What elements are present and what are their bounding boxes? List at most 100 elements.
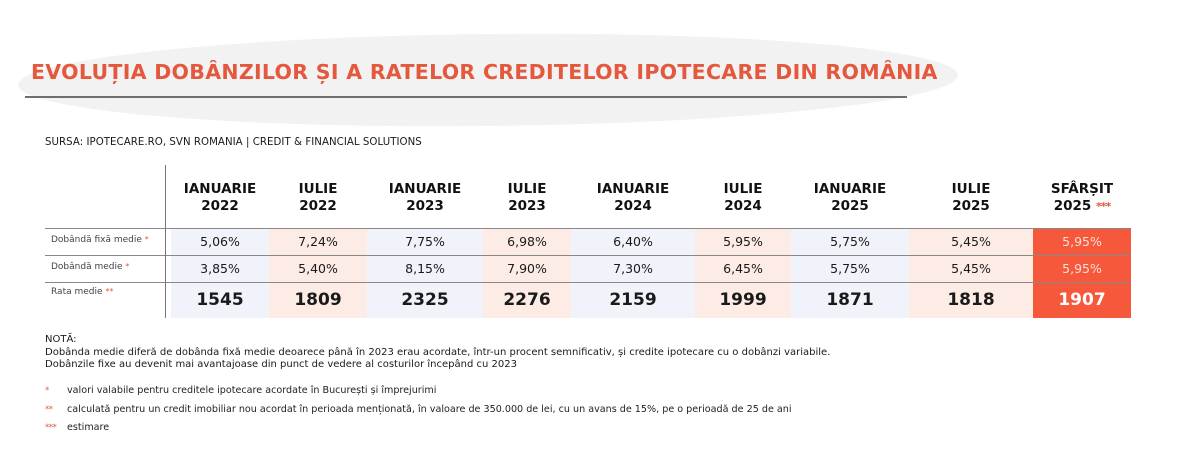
column-month: IANUARIE xyxy=(388,181,462,197)
column-header: IULIE 2022 xyxy=(269,181,367,215)
column-month: IANUARIE xyxy=(183,181,257,197)
column-iulie-2023: IULIE 2023 6,98% 7,90% 2276 xyxy=(483,165,571,318)
footnote-marker: * xyxy=(45,386,49,396)
row-label-avg-rate: Dobândă medie * xyxy=(51,262,129,272)
row-divider xyxy=(45,228,1131,229)
row-label-fixed-rate: Dobândă fixă medie * xyxy=(51,235,149,245)
note-line: Dobânzile fixe au devenit mai avantajoas… xyxy=(45,359,517,370)
column-sfarsit-2025: SFÂRȘIT 2025 *** 5,95% 5,95% 1907 xyxy=(1033,165,1131,318)
row-label-text: Rata medie xyxy=(51,287,103,297)
cell-fixed-rate: 5,75% xyxy=(830,234,870,249)
cell-avg-rate: 5,75% xyxy=(830,261,870,276)
cell-avg-installment: 1907 xyxy=(1058,290,1106,310)
column-background xyxy=(367,228,483,318)
footnote-marker: ** xyxy=(45,405,53,415)
cell-avg-installment: 1818 xyxy=(947,290,995,310)
column-month: IULIE xyxy=(298,181,338,197)
column-ianuarie-2025: IANUARIE 2025 5,75% 5,75% 1871 xyxy=(791,165,909,318)
estimate-marker: *** xyxy=(1096,200,1111,213)
cell-fixed-rate: 5,95% xyxy=(723,234,763,249)
column-year: 2025 xyxy=(831,198,869,214)
column-background xyxy=(171,228,269,318)
column-month: IANUARIE xyxy=(596,181,670,197)
footnote-item: * valori valabile pentru creditele ipotec… xyxy=(45,385,436,396)
column-year: 2024 xyxy=(724,198,762,214)
column-ianuarie-2024: IANUARIE 2024 6,40% 7,30% 2159 xyxy=(571,165,695,318)
column-background xyxy=(483,228,571,318)
column-header: IANUARIE 2025 xyxy=(791,181,909,215)
footnote-text: valori valabile pentru creditele ipoteca… xyxy=(67,385,437,396)
cell-fixed-rate: 5,95% xyxy=(1062,234,1102,249)
title-underline xyxy=(25,96,907,98)
cell-avg-rate: 5,40% xyxy=(298,261,338,276)
row-divider xyxy=(45,255,1131,256)
column-iulie-2025: IULIE 2025 5,45% 5,45% 1818 xyxy=(909,165,1033,318)
column-ianuarie-2022: IANUARIE 2022 5,06% 3,85% 1545 xyxy=(171,165,269,318)
column-header: IANUARIE 2024 xyxy=(571,181,695,215)
cell-avg-installment: 2159 xyxy=(609,290,657,310)
column-header: IANUARIE 2022 xyxy=(171,181,269,215)
cell-avg-rate: 5,95% xyxy=(1062,261,1102,276)
column-header: IANUARIE 2023 xyxy=(367,181,483,215)
footnote-text: calculată pentru un credit imobiliar nou… xyxy=(67,404,792,415)
cell-avg-installment: 2325 xyxy=(401,290,449,310)
footnote-marker: *** xyxy=(45,423,57,433)
row-divider xyxy=(45,282,1131,283)
footnote-marker: ** xyxy=(105,287,114,296)
row-label-text: Dobândă fixă medie xyxy=(51,235,142,245)
column-header: IULIE 2025 xyxy=(909,181,1033,215)
page-title: EVOLUȚIA DOBÂNZILOR ȘI A RATELOR CREDITE… xyxy=(31,60,938,84)
cell-avg-rate: 5,45% xyxy=(951,261,991,276)
column-background xyxy=(269,228,367,318)
column-year: 2022 xyxy=(299,198,337,214)
column-iulie-2022: IULIE 2022 7,24% 5,40% 1809 xyxy=(269,165,367,318)
label-column-divider xyxy=(165,165,166,318)
column-year: 2022 xyxy=(201,198,239,214)
column-header: IULIE 2023 xyxy=(483,181,571,215)
notes-section: NOTĂ: Dobânda medie diferă de dobânda fi… xyxy=(45,334,830,372)
column-background xyxy=(695,228,791,318)
column-year: 2025 xyxy=(1053,198,1092,214)
cell-fixed-rate: 6,40% xyxy=(613,234,653,249)
source-line: SURSA: IPOTECARE.RO, SVN ROMANIA | CREDI… xyxy=(45,137,422,148)
cell-avg-rate: 8,15% xyxy=(405,261,445,276)
rates-table: IANUARIE 2022 5,06% 3,85% 1545 IULIE 202… xyxy=(45,165,1131,318)
column-year: 2025 xyxy=(952,198,990,214)
cell-avg-rate: 6,45% xyxy=(723,261,763,276)
cell-avg-installment: 1545 xyxy=(196,290,244,310)
column-month: SFÂRȘIT xyxy=(1050,181,1114,197)
footnote-marker: * xyxy=(125,262,130,271)
column-background xyxy=(1033,228,1131,318)
column-month: IANUARIE xyxy=(813,181,887,197)
column-year: 2023 xyxy=(406,198,444,214)
column-month: IULIE xyxy=(723,181,763,197)
row-label-avg-installment: Rata medie ** xyxy=(51,287,113,297)
notes-title: NOTĂ: xyxy=(45,334,77,345)
cell-fixed-rate: 7,75% xyxy=(405,234,445,249)
column-background xyxy=(909,228,1033,318)
column-month: IULIE xyxy=(507,181,547,197)
row-label-text: Dobândă medie xyxy=(51,262,123,272)
footnote-marker: * xyxy=(144,235,149,244)
footnote-item: ** calculată pentru un credit imobiliar n… xyxy=(45,404,792,415)
column-ianuarie-2023: IANUARIE 2023 7,75% 8,15% 2325 xyxy=(367,165,483,318)
cell-avg-installment: 1999 xyxy=(719,290,767,310)
column-background xyxy=(791,228,909,318)
cell-fixed-rate: 5,45% xyxy=(951,234,991,249)
note-line: Dobânda medie diferă de dobânda fixă med… xyxy=(45,346,831,358)
footnote-item: *** estimare xyxy=(45,422,109,433)
cell-avg-installment: 1871 xyxy=(826,290,874,310)
column-iulie-2024: IULIE 2024 5,95% 6,45% 1999 xyxy=(695,165,791,318)
column-header: IULIE 2024 xyxy=(695,181,791,215)
cell-avg-installment: 2276 xyxy=(503,290,551,310)
cell-avg-rate: 7,30% xyxy=(613,261,653,276)
column-header: SFÂRȘIT 2025 *** xyxy=(1033,181,1131,215)
cell-fixed-rate: 6,98% xyxy=(507,234,547,249)
footnote-text: estimare xyxy=(67,422,110,433)
cell-avg-installment: 1809 xyxy=(294,290,342,310)
cell-fixed-rate: 7,24% xyxy=(298,234,338,249)
column-year: 2024 xyxy=(614,198,652,214)
column-background xyxy=(571,228,695,318)
column-month: IULIE xyxy=(951,181,991,197)
column-year: 2023 xyxy=(508,198,546,214)
